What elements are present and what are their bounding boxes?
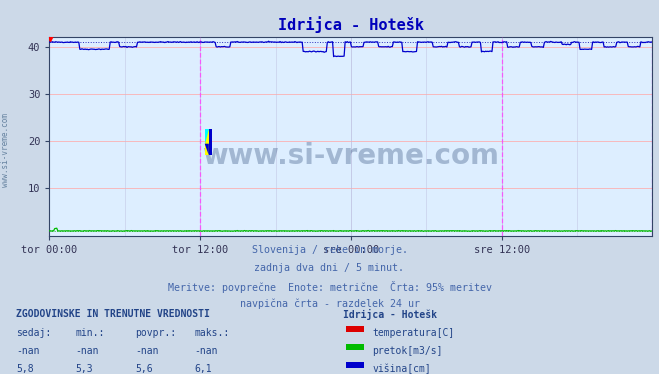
Text: www.si-vreme.com: www.si-vreme.com (1, 113, 10, 187)
Polygon shape (205, 144, 209, 155)
Title: Idrijca - Hotešk: Idrijca - Hotešk (278, 16, 424, 33)
Text: višina[cm]: višina[cm] (372, 364, 431, 374)
Text: 6,1: 6,1 (194, 364, 212, 374)
Text: ZGODOVINSKE IN TRENUTNE VREDNOSTI: ZGODOVINSKE IN TRENUTNE VREDNOSTI (16, 309, 210, 319)
Text: zadnja dva dni / 5 minut.: zadnja dva dni / 5 minut. (254, 263, 405, 273)
Text: temperatura[C]: temperatura[C] (372, 328, 455, 338)
Text: -nan: -nan (16, 346, 40, 356)
Text: povpr.:: povpr.: (135, 328, 176, 338)
Text: maks.:: maks.: (194, 328, 229, 338)
Text: min.:: min.: (76, 328, 105, 338)
Text: pretok[m3/s]: pretok[m3/s] (372, 346, 443, 356)
Text: -nan: -nan (76, 346, 100, 356)
Text: Slovenija / reke in morje.: Slovenija / reke in morje. (252, 245, 407, 255)
Text: -nan: -nan (135, 346, 159, 356)
Polygon shape (205, 129, 209, 144)
Bar (209, 129, 212, 155)
Text: 5,3: 5,3 (76, 364, 94, 374)
Text: 5,8: 5,8 (16, 364, 34, 374)
Text: -nan: -nan (194, 346, 218, 356)
Text: Meritve: povprečne  Enote: metrične  Črta: 95% meritev: Meritve: povprečne Enote: metrične Črta:… (167, 281, 492, 293)
Text: sedaj:: sedaj: (16, 328, 51, 338)
Text: navpična črta - razdelek 24 ur: navpična črta - razdelek 24 ur (239, 299, 420, 309)
Text: www.si-vreme.com: www.si-vreme.com (202, 142, 500, 170)
Text: 5,6: 5,6 (135, 364, 153, 374)
Text: Idrijca - Hotešk: Idrijca - Hotešk (343, 309, 437, 319)
Bar (205, 129, 209, 155)
